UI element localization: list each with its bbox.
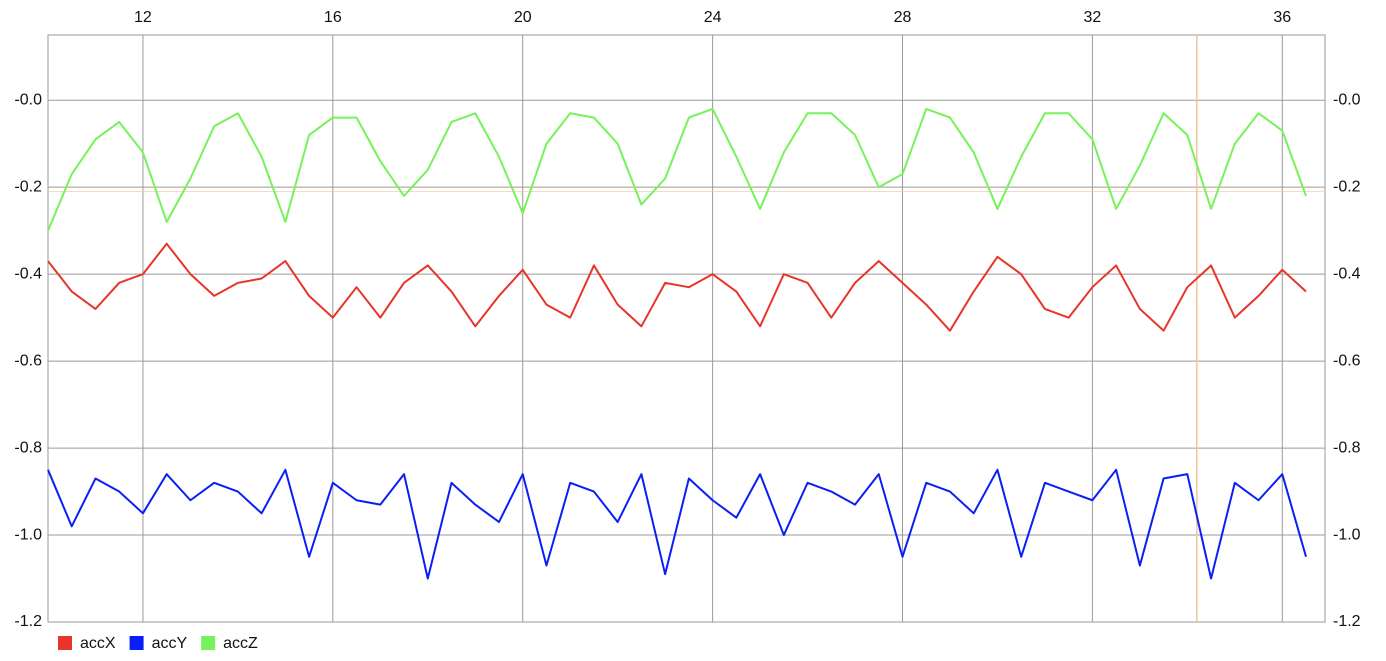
series-line xyxy=(47,107,1307,232)
y-tick-label-right: -0.4 xyxy=(1333,265,1361,282)
y-tick-label-right: -0.8 xyxy=(1333,439,1361,456)
legend-swatch xyxy=(129,636,144,650)
x-tick-label: 16 xyxy=(324,9,342,26)
y-tick-label-right: -1.0 xyxy=(1333,526,1361,543)
x-tick-label: 32 xyxy=(1083,9,1101,26)
x-tick-label: 28 xyxy=(894,9,912,26)
y-tick-label-right: -1.2 xyxy=(1333,613,1361,630)
y-tick-label-right: -0.6 xyxy=(1333,352,1361,369)
y-tick-label: -1.0 xyxy=(14,526,42,543)
legend-label: accZ xyxy=(223,635,258,652)
legend-label: accY xyxy=(152,635,188,652)
y-tick-label: -0.2 xyxy=(14,178,42,195)
x-tick-label: 24 xyxy=(704,9,722,26)
legend-swatch xyxy=(201,636,216,650)
series-line xyxy=(47,468,1307,580)
y-tick-label: -0.4 xyxy=(14,265,42,282)
y-tick-label: -0.0 xyxy=(14,91,42,108)
y-tick-label-right: -0.0 xyxy=(1333,91,1361,108)
legend-label: accX xyxy=(80,635,116,652)
y-tick-label: -1.2 xyxy=(14,613,42,630)
legend-swatch xyxy=(58,636,72,650)
series-line xyxy=(47,242,1307,332)
x-tick-label: 20 xyxy=(514,9,532,26)
y-tick-label: -0.8 xyxy=(14,439,42,456)
y-tick-label: -0.6 xyxy=(14,352,42,369)
x-tick-label: 36 xyxy=(1273,9,1291,26)
y-tick-label-right: -0.2 xyxy=(1333,178,1361,195)
x-tick-label: 12 xyxy=(134,9,152,26)
